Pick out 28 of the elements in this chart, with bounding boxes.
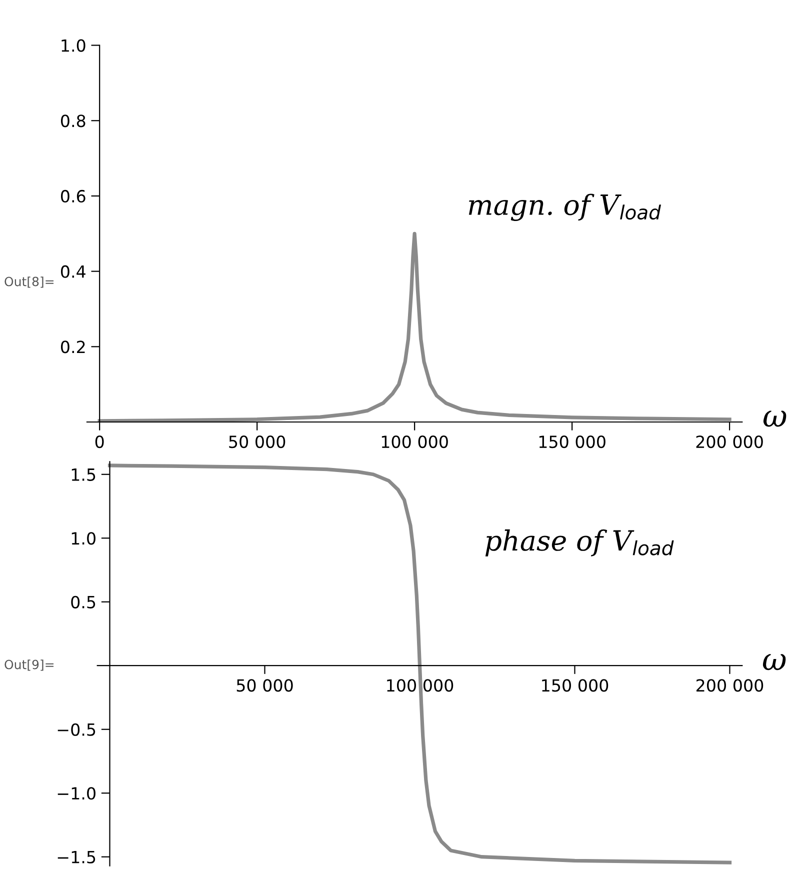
x-tick-label: 150 000 <box>539 435 606 448</box>
line-series <box>108 464 732 864</box>
y-tick-label: −1.5 <box>58 851 96 864</box>
y-tick-label: 0.8 <box>60 114 86 128</box>
x-tick-label: 100 000 <box>387 679 454 692</box>
x-axis-title: ω <box>763 410 786 427</box>
y-tick-label: 0.2 <box>60 340 85 354</box>
x-tick-label: 0 <box>95 435 104 448</box>
annotation: phase of V$_{load}$ <box>485 529 674 556</box>
x-tick-label: 200 000 <box>696 435 763 448</box>
y-tick-label: 0.5 <box>71 596 96 608</box>
y-tick-label: 1.0 <box>62 39 86 52</box>
line-series <box>98 232 732 422</box>
text: Out[8]= <box>4 276 54 288</box>
y-tick-label: 0.4 <box>60 265 86 278</box>
x-tick-label: 50 000 <box>229 435 286 448</box>
x-tick-label: 50 000 <box>236 679 293 692</box>
y-tick-label: −1.0 <box>58 787 96 800</box>
x-tick-label: 150 000 <box>542 679 608 692</box>
x-tick-label: 200 000 <box>696 679 764 692</box>
y-tick-label: 1.0 <box>72 532 96 545</box>
y-tick-label: 0.6 <box>60 190 86 203</box>
annotation: magn. of V$_{load}$ <box>468 194 662 221</box>
text: Out[9]= <box>4 660 54 671</box>
x-tick-label: 100 000 <box>382 435 448 448</box>
y-tick-label: 1.5 <box>72 468 96 481</box>
x-axis-title: ω <box>762 654 786 670</box>
y-tick-label: −0.5 <box>58 723 96 736</box>
